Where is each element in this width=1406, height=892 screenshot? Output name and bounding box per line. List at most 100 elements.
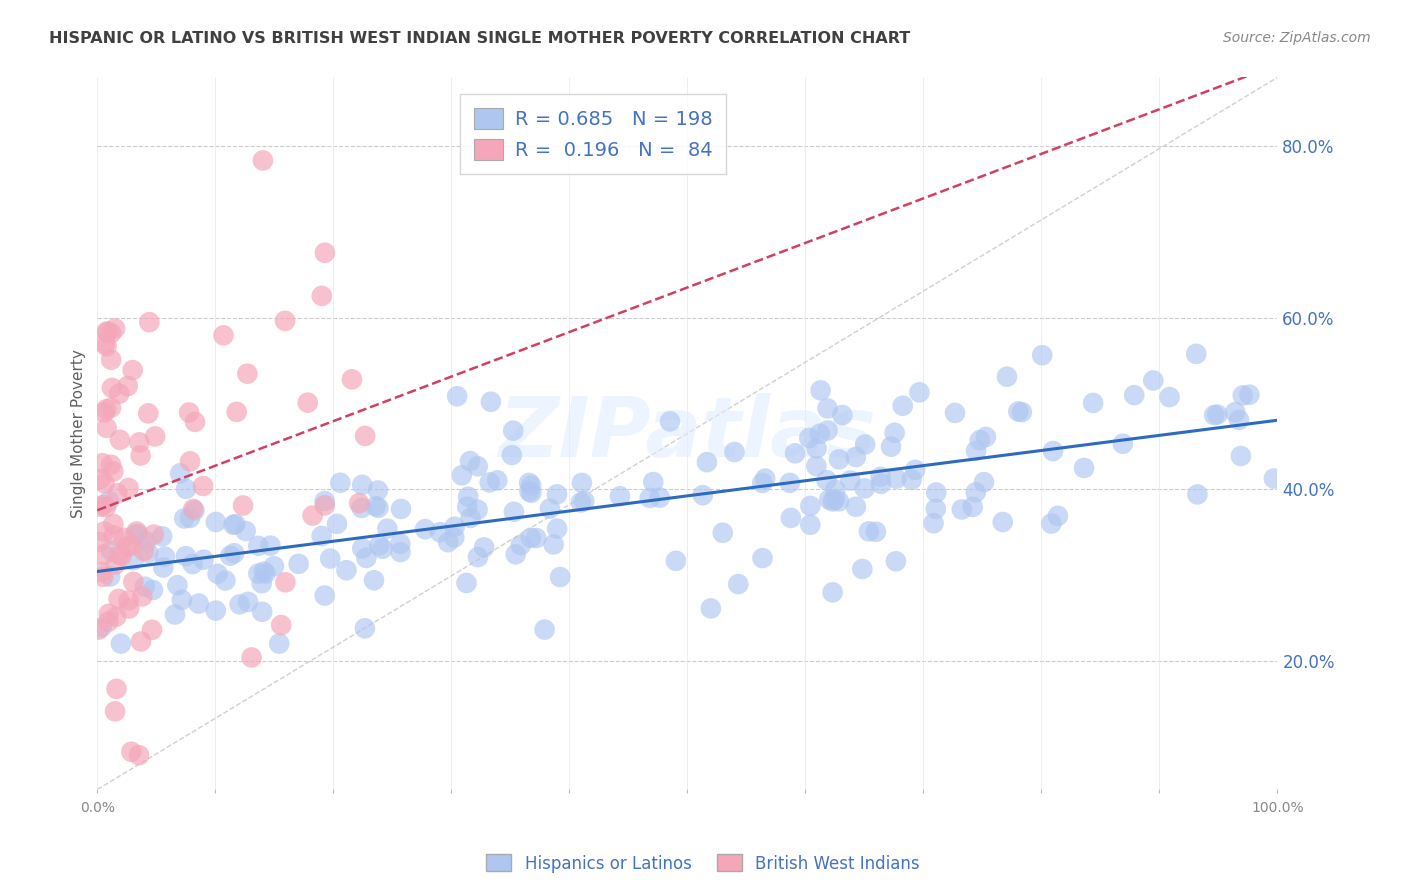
Point [311,289,333,303]
Point [250,605,273,619]
Point [900,473,922,487]
Point [571,475,593,490]
Point [108,386,131,401]
Point [665,554,688,568]
Point [254,566,277,581]
Point [1031,348,1053,362]
Point [90,500,112,514]
Point [174,549,197,564]
Point [153,549,176,564]
Point [247,566,270,581]
Point [524,531,547,545]
Point [212,328,235,343]
Point [314,499,336,513]
Point [103,528,125,542]
Point [169,467,191,481]
Point [112,531,135,545]
Point [884,472,907,486]
Point [443,531,465,545]
Point [319,551,342,566]
Point [93,547,115,561]
Point [125,524,148,539]
Point [779,475,801,490]
Point [821,494,844,508]
Point [364,500,387,514]
Point [129,449,152,463]
Point [799,499,821,513]
Point [207,566,229,581]
Point [187,597,209,611]
Point [141,623,163,637]
Point [121,363,143,377]
Point [100,458,122,472]
Point [1042,444,1064,458]
Point [1185,347,1208,361]
Point [181,557,204,571]
Point [375,522,398,536]
Point [247,539,270,553]
Point [1011,405,1033,419]
Point [1112,436,1135,450]
Point [122,553,145,567]
Point [546,522,568,536]
Point [224,546,246,560]
Point [184,415,207,429]
Point [962,500,984,514]
Point [818,492,841,507]
Point [127,527,149,541]
Point [1225,405,1247,419]
Point [103,465,125,479]
Point [519,484,541,499]
Point [204,604,226,618]
Point [117,379,139,393]
Point [891,399,914,413]
Point [93,498,115,512]
Point [858,524,880,539]
Point [259,539,281,553]
Point [152,560,174,574]
Point [191,479,214,493]
Point [569,495,592,509]
Point [828,452,851,467]
Point [93,476,115,491]
Point [456,500,478,514]
Point [501,448,523,462]
Point [118,601,141,615]
Point [754,472,776,486]
Point [100,352,122,367]
Point [87,623,110,637]
Point [851,562,873,576]
Point [367,483,389,498]
Point [183,503,205,517]
Point [134,580,156,594]
Point [224,517,246,532]
Y-axis label: Single Mother Poverty: Single Mother Poverty [72,349,86,518]
Point [467,459,489,474]
Point [93,524,115,539]
Point [1040,516,1063,531]
Point [817,401,839,416]
Point [117,593,139,607]
Point [828,494,851,508]
Point [779,511,801,525]
Point [352,478,374,492]
Point [253,565,276,579]
Point [311,529,333,543]
Point [505,547,527,561]
Point [1123,388,1146,402]
Point [648,491,671,505]
Point [609,489,631,503]
Point [751,551,773,566]
Point [883,425,905,440]
Point [815,473,838,487]
Point [1239,387,1261,401]
Point [1263,471,1285,485]
Point [179,511,201,525]
Point [263,559,285,574]
Point [340,372,363,386]
Point [96,325,118,339]
Point [839,474,862,488]
Point [543,537,565,551]
Point [831,408,853,422]
Point [363,574,385,588]
